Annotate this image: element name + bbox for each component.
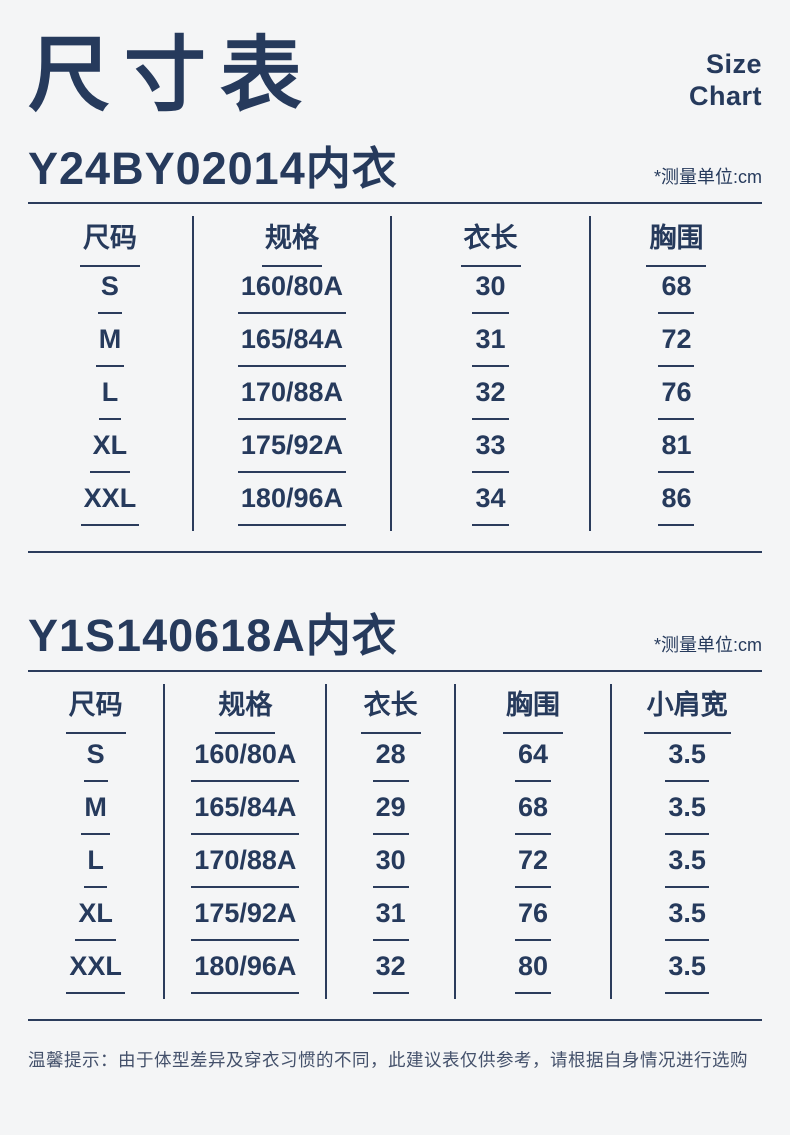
- table-cell: 3.5: [612, 787, 762, 840]
- table-column: 胸围 64 68 72 76 80: [456, 683, 613, 999]
- section2-header: Y1S140618A内衣 *测量单位:cm: [28, 611, 762, 661]
- table-cell: XL: [28, 893, 163, 946]
- section1-top-rule: [28, 202, 762, 205]
- table-cell: 3.5: [612, 734, 762, 787]
- table-header-cell: 衣长: [392, 216, 589, 267]
- table-cell: 175/92A: [194, 425, 390, 478]
- table-cell: 72: [591, 319, 762, 372]
- table-column: 衣长 28 29 30 31 32: [327, 683, 456, 999]
- table-cell: 165/84A: [165, 787, 325, 840]
- table-cell: 160/80A: [165, 734, 325, 787]
- footer-rule: [28, 1018, 762, 1021]
- table-cell: 81: [591, 425, 762, 478]
- table-cell: 180/96A: [194, 478, 390, 531]
- size-chart-line2: Chart: [688, 80, 762, 111]
- table-cell: 68: [591, 266, 762, 319]
- table-column: 衣长 30 31 32 33 34: [392, 216, 591, 532]
- table-column: 规格 160/80A 165/84A 170/88A 175/92A 180/9…: [165, 683, 328, 999]
- size-chart-line1: Size: [705, 49, 762, 80]
- table-cell: XXL: [28, 478, 192, 531]
- page-title: 尺寸表: [28, 30, 317, 121]
- table-cell: 34: [392, 478, 589, 531]
- table-cell: 72: [456, 840, 610, 893]
- table-cell: 68: [456, 787, 610, 840]
- table-cell: 31: [392, 319, 589, 372]
- table-column: 小肩宽 3.5 3.5 3.5 3.5 3.5: [612, 684, 762, 999]
- table-cell: 32: [327, 946, 453, 999]
- table-header-cell: 规格: [194, 216, 390, 267]
- table-cell: 32: [392, 372, 589, 425]
- section1-title: Y24BY02014内衣: [28, 142, 398, 194]
- table-header-cell: 胸围: [591, 216, 762, 267]
- table-cell: 3.5: [612, 946, 762, 999]
- section1-bottom-rule: [28, 551, 762, 554]
- table-cell: M: [28, 787, 163, 840]
- table-cell: 30: [327, 840, 453, 893]
- table-cell: XL: [28, 425, 192, 478]
- table-header-cell: 尺码: [28, 216, 192, 267]
- table-cell: 3.5: [612, 840, 762, 893]
- size-table-1: 尺码 S M L XL XXL 规格 160/80A 165/84A 170/8…: [28, 216, 762, 532]
- table-cell: L: [28, 372, 192, 425]
- size-chart-label: Size Chart: [689, 49, 762, 113]
- table-cell: 76: [591, 372, 762, 425]
- table-column: 尺码 S M L XL XXL: [28, 683, 166, 999]
- table-cell: 165/84A: [194, 319, 390, 372]
- table-column: 规格 160/80A 165/84A 170/88A 175/92A 180/9…: [194, 216, 393, 532]
- footer-note: 温馨提示：由于体型差异及穿衣习惯的不同，此建议表仅供参考，请根据自身情况进行选购: [28, 1049, 748, 1070]
- section2-title: Y1S140618A内衣: [28, 610, 398, 662]
- section1-header: Y24BY02014内衣 *测量单位:cm: [28, 144, 762, 194]
- table-cell: 175/92A: [165, 893, 325, 946]
- section2-unit-note: *测量单位:cm: [654, 634, 762, 655]
- table-cell: 76: [456, 893, 610, 946]
- table-header-cell: 规格: [165, 684, 325, 735]
- table-cell: S: [28, 266, 192, 319]
- table-cell: 30: [392, 266, 589, 319]
- section1-unit-note: *测量单位:cm: [654, 167, 762, 188]
- table-cell: M: [28, 319, 192, 372]
- table-cell: XXL: [28, 946, 163, 999]
- table-cell: 180/96A: [165, 946, 325, 999]
- table-cell: S: [28, 734, 163, 787]
- table-cell: 33: [392, 425, 589, 478]
- size-table-2: 尺码 S M L XL XXL 规格 160/80A 165/84A 170/8…: [28, 683, 762, 999]
- page-header: 尺寸表 Size Chart: [28, 0, 762, 122]
- table-cell: 28: [327, 734, 453, 787]
- table-column: 胸围 68 72 76 81 86: [591, 216, 762, 531]
- table-cell: 86: [591, 478, 762, 531]
- table-header-cell: 小肩宽: [612, 684, 762, 735]
- table-cell: L: [28, 840, 163, 893]
- table-cell: 31: [327, 893, 453, 946]
- table-header-cell: 尺码: [28, 684, 163, 735]
- table-cell: 170/88A: [194, 372, 390, 425]
- table-cell: 80: [456, 946, 610, 999]
- table-column: 尺码 S M L XL XXL: [28, 216, 194, 532]
- table-header-cell: 衣长: [327, 684, 453, 735]
- table-cell: 64: [456, 734, 610, 787]
- table-cell: 3.5: [612, 893, 762, 946]
- table-cell: 160/80A: [194, 266, 390, 319]
- section2-top-rule: [28, 669, 762, 672]
- table-cell: 29: [327, 787, 453, 840]
- table-cell: 170/88A: [165, 840, 325, 893]
- table-header-cell: 胸围: [456, 684, 610, 735]
